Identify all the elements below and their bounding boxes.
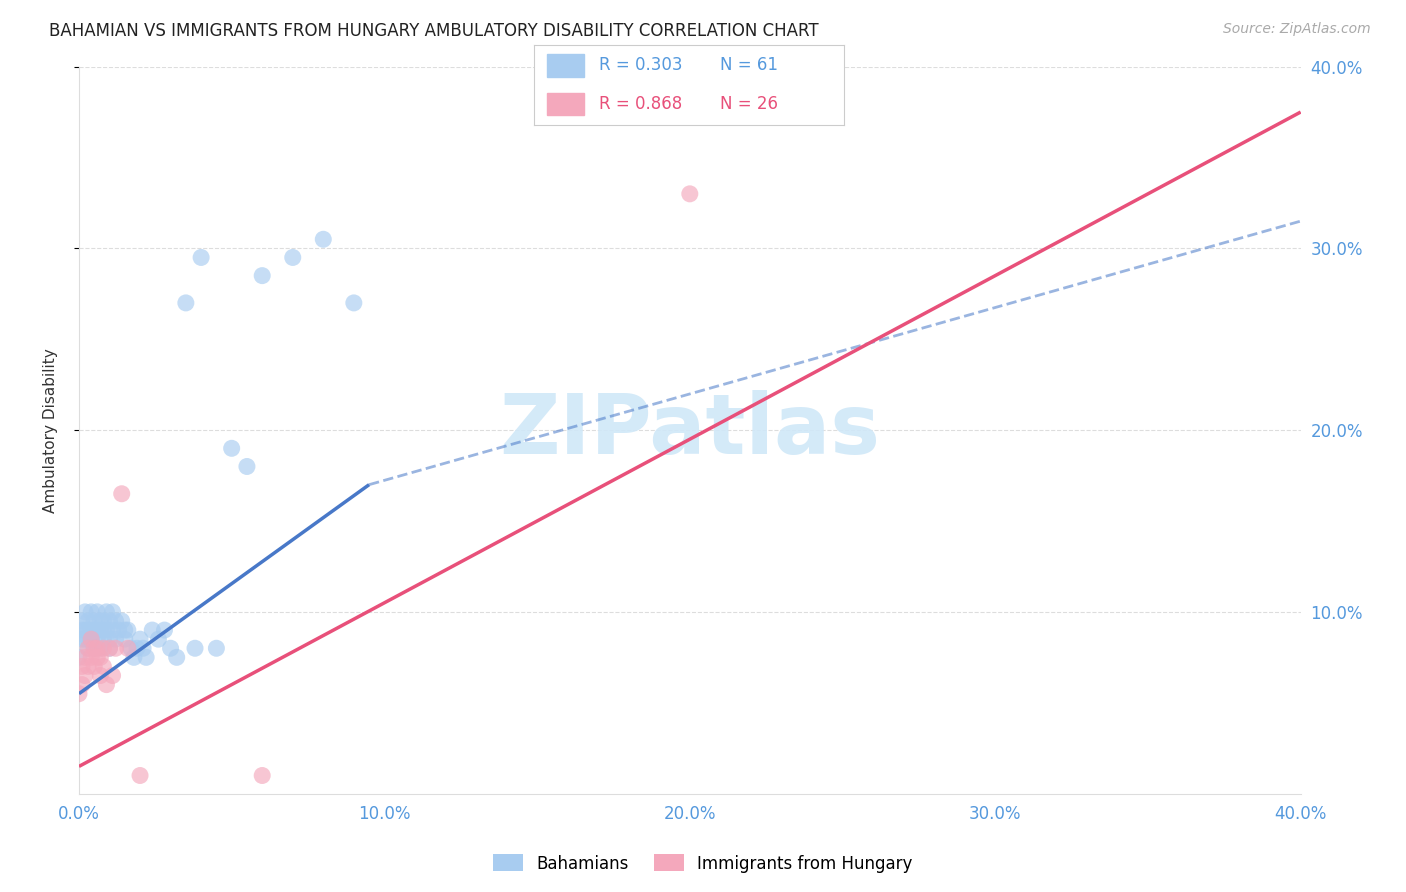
Point [89,614,111,628]
Point [77,623,100,637]
Point [80,623,103,637]
Point [80,605,103,619]
Point [96,678,118,692]
Point [250,768,273,782]
Point [312,232,335,246]
Point [70,614,93,628]
Point [141,623,163,637]
Point [101,668,124,682]
Text: BAHAMIAN VS IMMIGRANTS FROM HUNGARY AMBULATORY DISABILITY CORRELATION CHART: BAHAMIAN VS IMMIGRANTS FROM HUNGARY AMBU… [49,22,818,40]
Point [679,186,702,201]
Point [250,268,273,283]
Point [73,632,96,647]
Point [89,641,111,656]
Point [86,650,108,665]
Bar [547,93,583,115]
Point [93,614,115,628]
Point [98,614,121,628]
Point [104,614,127,628]
Point [129,632,152,647]
Point [125,641,148,656]
Point [77,641,100,656]
Point [281,251,304,265]
Point [148,632,170,647]
Point [86,623,108,637]
Point [221,442,243,456]
Bar [547,54,583,77]
Point [166,650,188,665]
Point [83,614,105,628]
Point [190,251,212,265]
Point [73,605,96,619]
Point [122,650,145,665]
Point [135,650,157,665]
Point [205,641,228,656]
Point [86,641,108,656]
Point [70,659,93,673]
Point [73,650,96,665]
Point [77,659,100,673]
Point [89,623,111,637]
Legend: Bahamians, Immigrants from Hungary: Bahamians, Immigrants from Hungary [486,847,920,880]
Point [67,650,90,665]
Point [107,623,129,637]
Point [77,614,100,628]
Point [83,641,105,656]
Point [111,487,134,501]
Point [114,623,136,637]
Point [111,614,134,628]
Point [174,296,197,310]
Point [236,459,259,474]
Y-axis label: Ambulatory Disability: Ambulatory Disability [44,348,58,513]
Point [80,650,103,665]
Point [86,632,108,647]
Point [77,632,100,647]
Point [129,768,152,782]
Text: ZIPatlas: ZIPatlas [499,390,880,471]
Point [83,623,105,637]
Point [153,623,176,637]
Point [120,641,142,656]
Point [117,641,139,656]
Point [104,632,127,647]
Point [114,632,136,647]
Text: N = 61: N = 61 [720,56,778,74]
Point [73,668,96,682]
Point [70,623,93,637]
Point [80,632,103,647]
Point [98,632,121,647]
Text: R = 0.868: R = 0.868 [599,95,682,113]
Point [98,641,121,656]
Point [98,641,121,656]
Point [159,641,181,656]
Point [89,650,111,665]
Point [104,641,127,656]
Point [96,623,118,637]
Point [96,605,118,619]
Point [101,605,124,619]
Point [93,623,115,637]
Point [132,641,155,656]
Point [101,623,124,637]
Point [67,687,90,701]
Text: N = 26: N = 26 [720,95,778,113]
Text: Source: ZipAtlas.com: Source: ZipAtlas.com [1223,22,1371,37]
Point [73,623,96,637]
Point [93,641,115,656]
Point [77,641,100,656]
Point [70,632,93,647]
Point [117,623,139,637]
Point [89,668,111,682]
Point [93,659,115,673]
Point [343,296,366,310]
Point [184,641,207,656]
Point [93,632,115,647]
Point [70,678,93,692]
Point [80,632,103,647]
Text: R = 0.303: R = 0.303 [599,56,683,74]
Point [83,641,105,656]
Point [86,605,108,619]
Point [83,659,105,673]
